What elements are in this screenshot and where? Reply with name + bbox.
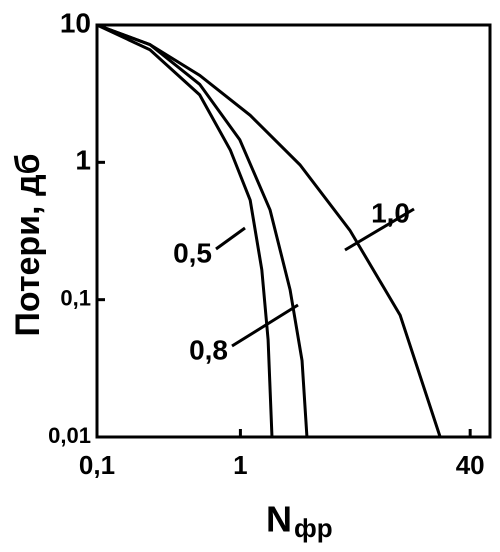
- plot-frame: [95, 23, 492, 439]
- y-tick-label: 10: [60, 7, 91, 38]
- curve: [96, 23, 274, 438]
- x-tick-label: 0,1: [79, 450, 115, 480]
- curve-leader: [231, 303, 299, 348]
- curve-leader: [215, 226, 246, 251]
- x-tick-label: 40: [456, 450, 485, 480]
- x-tick-label: 1: [233, 450, 247, 480]
- curve-label: 0,8: [189, 334, 228, 365]
- y-axis-label: Потери, дб: [9, 153, 47, 336]
- x-axis-label: N: [266, 499, 292, 540]
- y-tick-label: 0,01: [48, 423, 91, 448]
- y-tick-label: 0,1: [60, 285, 91, 310]
- curve: [96, 23, 442, 438]
- curve-leader: [344, 207, 415, 252]
- y-tick-label: 1: [75, 145, 91, 176]
- curve-label: 0,5: [173, 237, 212, 268]
- curve: [96, 23, 309, 438]
- x-axis-label-sub: фр: [294, 513, 333, 543]
